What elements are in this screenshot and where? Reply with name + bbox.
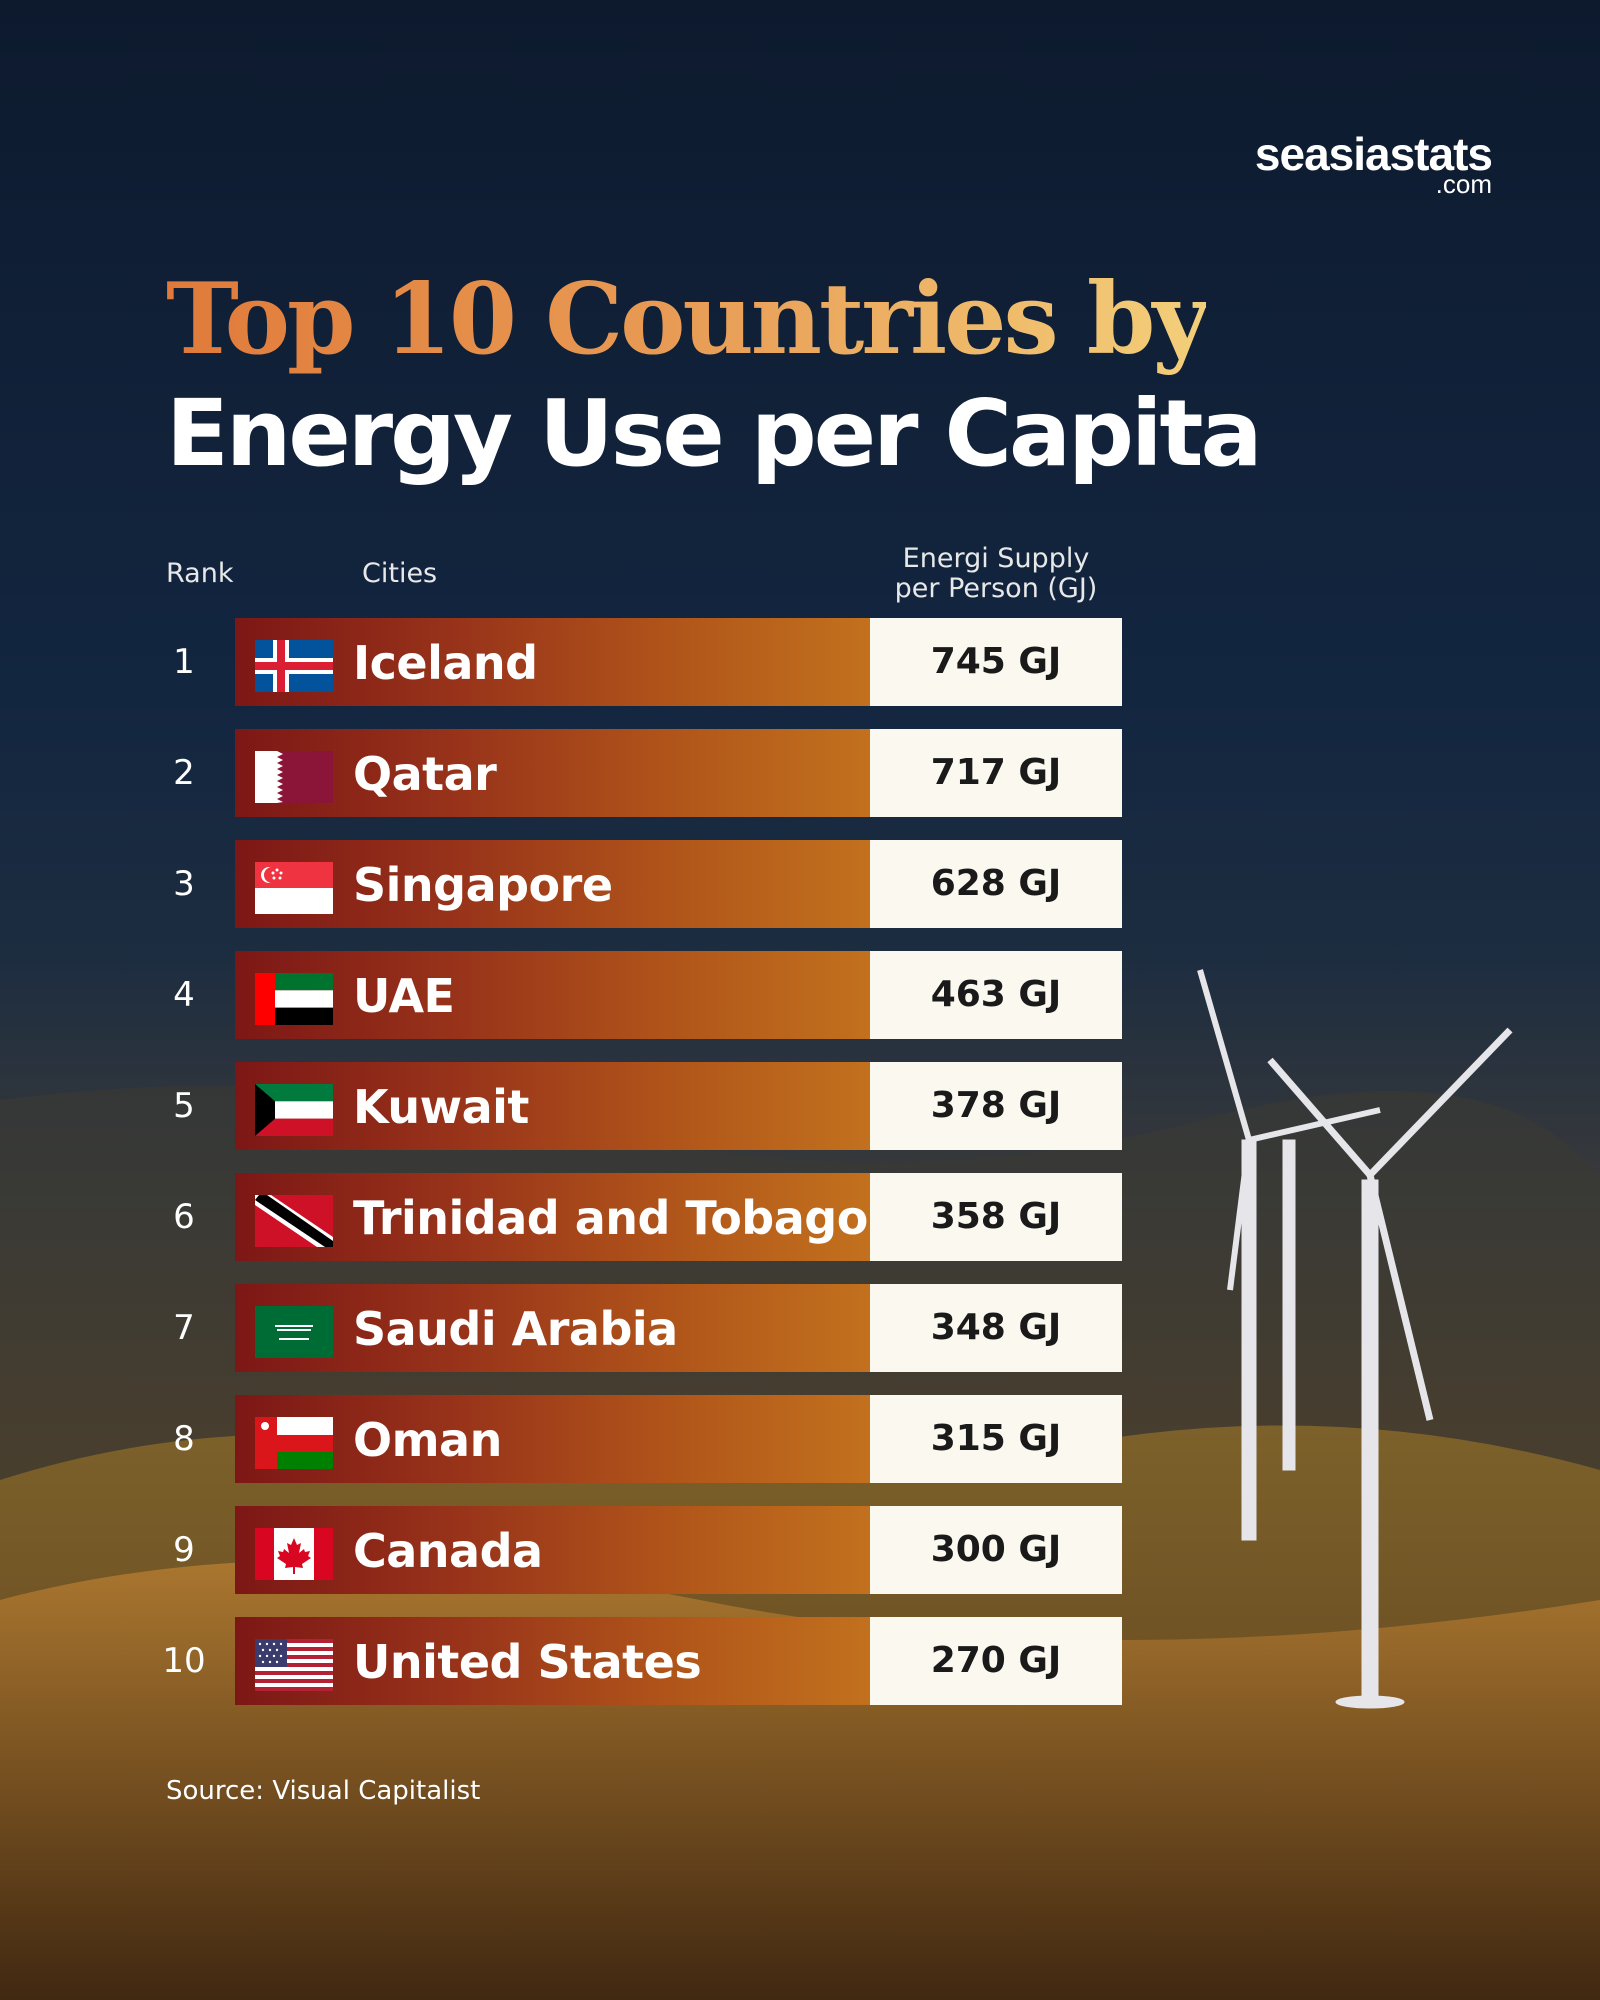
value-box: 270 GJ bbox=[870, 1617, 1122, 1705]
value-box: 717 GJ bbox=[870, 729, 1122, 817]
header-value-line1: Energi Supply bbox=[902, 543, 1090, 574]
rank-number: 2 bbox=[173, 753, 195, 793]
table-row: 3 Singapore 628 GJ bbox=[0, 840, 1600, 928]
country-name: Iceland bbox=[353, 636, 538, 690]
rank-number: 8 bbox=[173, 1419, 195, 1459]
rank-number: 5 bbox=[173, 1086, 195, 1126]
value-label: 745 GJ bbox=[930, 641, 1062, 682]
country-bar: Saudi Arabia bbox=[235, 1284, 870, 1372]
value-label: 628 GJ bbox=[930, 863, 1062, 904]
rank-number: 1 bbox=[173, 642, 195, 682]
brand-logo: seasiastats .com bbox=[1254, 128, 1493, 199]
country-name: Singapore bbox=[353, 858, 613, 912]
value-label: 348 GJ bbox=[930, 1307, 1062, 1348]
value-label: 378 GJ bbox=[930, 1085, 1062, 1126]
value-label: 315 GJ bbox=[930, 1418, 1062, 1459]
country-bar: Qatar bbox=[235, 729, 870, 817]
table-row: 5 Kuwait 378 GJ bbox=[0, 1062, 1600, 1150]
table-row: 4 UAE 463 GJ bbox=[0, 951, 1600, 1039]
table-row: 6 Trinidad and Tobago 358 GJ bbox=[0, 1173, 1600, 1261]
page-title-line1: Top 10 Countries by bbox=[166, 262, 1209, 377]
value-box: 300 GJ bbox=[870, 1506, 1122, 1594]
united-states-flag-icon bbox=[255, 1639, 333, 1691]
rank-number: 10 bbox=[162, 1641, 206, 1681]
country-bar: Singapore bbox=[235, 840, 870, 928]
value-box: 378 GJ bbox=[870, 1062, 1122, 1150]
value-box: 358 GJ bbox=[870, 1173, 1122, 1261]
header-value-line2: per Person (GJ) bbox=[894, 573, 1098, 604]
oman-flag-icon bbox=[255, 1417, 333, 1469]
iceland-flag-icon bbox=[255, 640, 333, 692]
value-label: 300 GJ bbox=[930, 1529, 1062, 1570]
country-bar: Oman bbox=[235, 1395, 870, 1483]
header-rank: Rank bbox=[166, 558, 234, 589]
value-box: 348 GJ bbox=[870, 1284, 1122, 1372]
page-title-line2: Energy Use per Capita bbox=[166, 380, 1263, 487]
country-name: Canada bbox=[353, 1524, 543, 1578]
table-row: 7 Saudi Arabia 348 GJ bbox=[0, 1284, 1600, 1372]
value-label: 717 GJ bbox=[930, 752, 1062, 793]
rank-number: 6 bbox=[173, 1197, 195, 1237]
saudi-arabia-flag-icon bbox=[255, 1306, 333, 1358]
country-name: Kuwait bbox=[353, 1080, 529, 1134]
rank-number: 9 bbox=[173, 1530, 195, 1570]
source-note: Source: Visual Capitalist bbox=[166, 1776, 481, 1806]
kuwait-flag-icon bbox=[255, 1084, 333, 1136]
wind-turbine-icon bbox=[1197, 969, 1513, 1709]
uae-flag-icon bbox=[255, 973, 333, 1025]
qatar-flag-icon bbox=[255, 751, 333, 803]
country-name: Saudi Arabia bbox=[353, 1302, 678, 1356]
country-name: Oman bbox=[353, 1413, 502, 1467]
country-name: United States bbox=[353, 1635, 702, 1689]
value-label: 358 GJ bbox=[930, 1196, 1062, 1237]
value-box: 315 GJ bbox=[870, 1395, 1122, 1483]
country-name: UAE bbox=[353, 969, 455, 1023]
value-box: 745 GJ bbox=[870, 618, 1122, 706]
table-row: 1 Iceland 745 GJ bbox=[0, 618, 1600, 706]
table-row: 10 United States 270 GJ bbox=[0, 1617, 1600, 1705]
brand-tld: .com bbox=[1435, 169, 1492, 199]
value-box: 463 GJ bbox=[870, 951, 1122, 1039]
brand-name: seasiastats bbox=[1254, 128, 1493, 180]
header-value: Energi Supply per Person (GJ) bbox=[870, 544, 1122, 604]
country-bar: Canada bbox=[235, 1506, 870, 1594]
country-name: Trinidad and Tobago bbox=[353, 1191, 868, 1245]
singapore-flag-icon bbox=[255, 862, 333, 914]
country-bar: Kuwait bbox=[235, 1062, 870, 1150]
rank-number: 4 bbox=[173, 975, 195, 1015]
country-bar: Iceland bbox=[235, 618, 870, 706]
rank-number: 3 bbox=[173, 864, 195, 904]
value-box: 628 GJ bbox=[870, 840, 1122, 928]
table-row: 9 Canada 300 GJ bbox=[0, 1506, 1600, 1594]
value-label: 270 GJ bbox=[930, 1640, 1062, 1681]
country-bar: Trinidad and Tobago bbox=[235, 1173, 870, 1261]
country-name: Qatar bbox=[353, 747, 497, 801]
table-row: 8 Oman 315 GJ bbox=[0, 1395, 1600, 1483]
country-bar: UAE bbox=[235, 951, 870, 1039]
canada-flag-icon bbox=[255, 1528, 333, 1580]
rank-number: 7 bbox=[173, 1308, 195, 1348]
trinidad-and-tobago-flag-icon bbox=[255, 1195, 333, 1247]
value-label: 463 GJ bbox=[930, 974, 1062, 1015]
table-row: 2 Qatar 717 GJ bbox=[0, 729, 1600, 817]
country-bar: United States bbox=[235, 1617, 870, 1705]
header-cities: Cities bbox=[362, 558, 438, 589]
